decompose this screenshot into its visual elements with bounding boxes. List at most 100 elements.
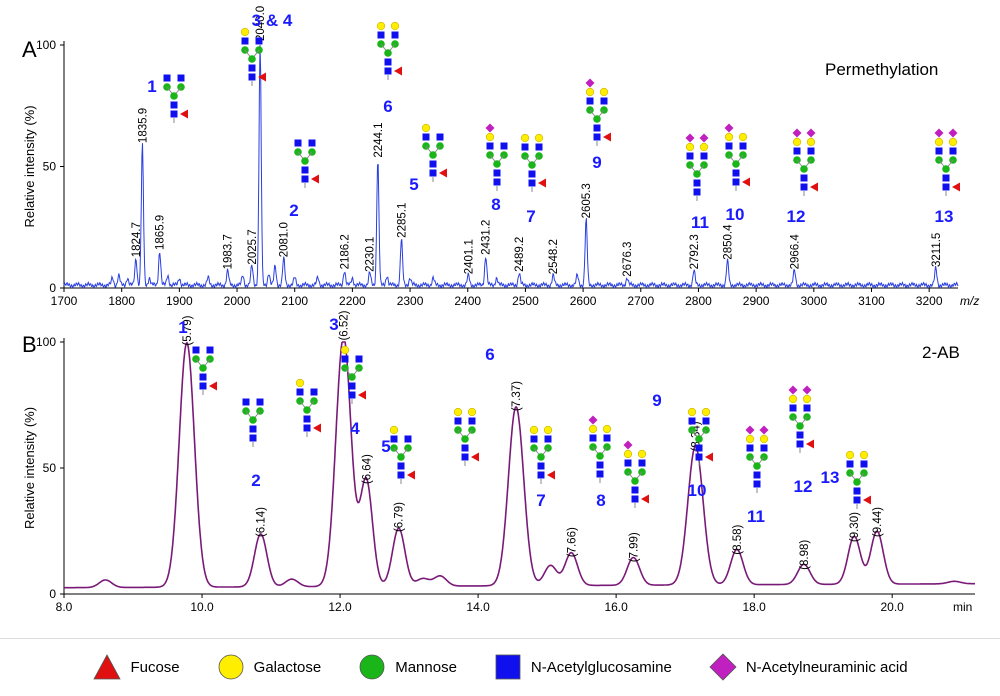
x-tick-label: 2600 bbox=[570, 294, 597, 308]
glcnac-icon bbox=[493, 169, 501, 177]
galactose-icon bbox=[685, 142, 695, 152]
galactose-icon bbox=[802, 394, 812, 404]
glcnac-icon bbox=[732, 169, 740, 177]
glcnac-icon bbox=[294, 139, 302, 147]
glcnac-icon bbox=[493, 178, 501, 186]
neuac-icon bbox=[806, 128, 816, 138]
neuac-icon bbox=[585, 78, 595, 88]
glycan-number-label: 3 & 4 bbox=[252, 11, 293, 30]
galactose-icon bbox=[759, 434, 769, 444]
glcnac-icon bbox=[422, 133, 430, 141]
neuac-icon bbox=[745, 425, 755, 435]
fucose-icon bbox=[394, 66, 402, 76]
glcnac-icon bbox=[521, 143, 529, 151]
peak-label: (7.66) bbox=[566, 527, 578, 557]
glcnac-icon bbox=[537, 462, 545, 470]
galactose-icon bbox=[738, 132, 748, 142]
peak-label: (8.98) bbox=[799, 540, 811, 570]
glycan-number-label: 7 bbox=[536, 491, 545, 510]
neuac-icon bbox=[792, 128, 802, 138]
glcnac-icon bbox=[732, 178, 740, 186]
legend-item: Mannose bbox=[357, 652, 457, 682]
y-tick-label: 100 bbox=[36, 38, 56, 52]
glcnac-icon bbox=[846, 460, 854, 468]
galactose-icon bbox=[859, 450, 869, 460]
fucose-icon bbox=[313, 423, 321, 433]
glcnac-icon bbox=[384, 67, 392, 75]
glcnac-icon bbox=[935, 147, 943, 155]
glcnac-icon bbox=[530, 435, 538, 443]
glcnac-icon bbox=[800, 174, 808, 182]
galactose-icon bbox=[934, 137, 944, 147]
glcnac-icon bbox=[170, 101, 178, 109]
glcnac-icon bbox=[695, 444, 703, 452]
fucose-icon bbox=[952, 182, 960, 192]
mannose-icon bbox=[800, 165, 808, 173]
fucose-icon bbox=[641, 494, 649, 504]
fucose-icon bbox=[258, 72, 266, 82]
glcnac-icon bbox=[725, 142, 733, 150]
glcnac-icon bbox=[739, 142, 747, 150]
glcnac-icon bbox=[807, 147, 815, 155]
legend-item: Fucose bbox=[92, 652, 180, 682]
fucose-icon bbox=[863, 495, 871, 505]
peak-label: (7.37) bbox=[511, 381, 523, 411]
y-tick-label: 0 bbox=[49, 281, 56, 295]
mannose-icon bbox=[493, 160, 501, 168]
glycan-structure-icon bbox=[340, 345, 366, 404]
glcnac-icon bbox=[942, 183, 950, 191]
glcnac-icon bbox=[535, 143, 543, 151]
glycan-structure-icon bbox=[295, 378, 321, 437]
glcnac-icon bbox=[528, 170, 536, 178]
legend-label: N-Acetylneuraminic acid bbox=[745, 658, 908, 676]
glcnac-icon bbox=[500, 142, 508, 150]
glcnac-icon bbox=[429, 169, 437, 177]
glcnac-icon bbox=[693, 179, 701, 187]
glycan-structure-icon bbox=[163, 74, 188, 123]
y-tick-label: 50 bbox=[43, 461, 57, 475]
galactose-icon bbox=[845, 450, 855, 460]
y-tick-label: 50 bbox=[43, 160, 57, 174]
x-tick-label: 3000 bbox=[800, 294, 827, 308]
glycan-structure-icon bbox=[745, 425, 769, 493]
mannose-icon bbox=[461, 435, 469, 443]
glcnac-icon bbox=[341, 355, 349, 363]
glcnac-icon bbox=[192, 346, 200, 354]
galactose-icon bbox=[467, 407, 477, 417]
glcnac-icon bbox=[760, 444, 768, 452]
glycan-number-label: 13 bbox=[935, 207, 954, 226]
circle-icon bbox=[218, 654, 244, 680]
glcnac-icon bbox=[593, 133, 601, 141]
glcnac-icon bbox=[793, 147, 801, 155]
glcnac-icon bbox=[177, 74, 185, 82]
glycan-structure-icon bbox=[845, 450, 871, 509]
glcnac-icon bbox=[256, 398, 264, 406]
legend-item: Galactose bbox=[216, 652, 321, 682]
glcnac-icon bbox=[544, 435, 552, 443]
glycan-number-label: 5 bbox=[381, 437, 390, 456]
glycan-number-label: 12 bbox=[787, 207, 806, 226]
mannose-icon bbox=[796, 422, 804, 430]
glcnac-icon bbox=[593, 124, 601, 132]
mannose-icon bbox=[199, 364, 207, 372]
peak-label: 2966.4 bbox=[789, 234, 801, 270]
glycan-structure-icon bbox=[376, 21, 402, 80]
neuac-icon bbox=[685, 133, 695, 143]
panel-letter: B bbox=[22, 332, 37, 357]
galactose-icon bbox=[485, 132, 495, 142]
galactose-icon bbox=[687, 407, 697, 417]
glcnac-icon bbox=[248, 64, 256, 72]
x-tick-label: 2700 bbox=[627, 294, 654, 308]
peak-label: 1824.7 bbox=[131, 222, 143, 257]
fucose-icon bbox=[810, 182, 818, 192]
galactose-icon bbox=[637, 449, 647, 459]
fucose-icon bbox=[471, 452, 479, 462]
galactose-icon bbox=[588, 424, 598, 434]
peak-label: (5.79) bbox=[182, 315, 194, 345]
glcnac-icon bbox=[391, 31, 399, 39]
glycan-structure-icon bbox=[623, 440, 649, 508]
x-tick-label: 2500 bbox=[512, 294, 539, 308]
mannose-icon bbox=[249, 416, 257, 424]
mannose-icon bbox=[303, 406, 311, 414]
peak-label: (6.52) bbox=[339, 310, 351, 340]
